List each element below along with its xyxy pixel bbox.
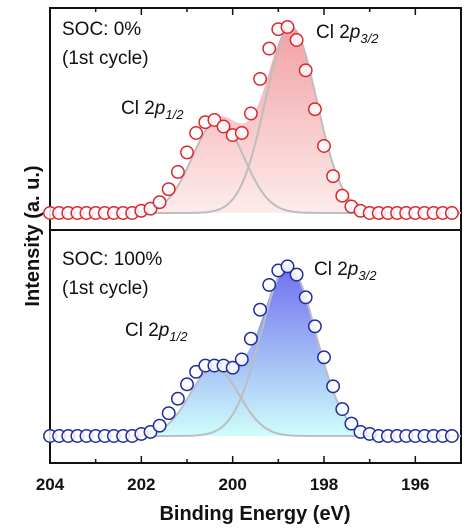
- data-point-top-22: [243, 106, 258, 121]
- data-point-top-31: [326, 169, 341, 184]
- data-point-top-21: [234, 126, 249, 140]
- panel-bottom-title: SOC: 100%: [62, 249, 162, 270]
- panel-top-title: SOC: 0%: [62, 19, 141, 40]
- data-point-bot-33: [344, 416, 359, 431]
- markers-top: [43, 20, 459, 220]
- x-axis-title: Binding Energy (eV): [159, 503, 350, 525]
- data-point-bot-26: [280, 259, 295, 274]
- x-tick-label: 196: [401, 475, 429, 494]
- data-point-bot-31: [326, 379, 341, 394]
- panel-bottom: [43, 259, 461, 443]
- data-point-bot-30: [317, 350, 331, 365]
- data-point-top-14: [170, 164, 185, 179]
- peak-label-bottom-1-2: Cl 2p1/2: [125, 320, 188, 344]
- data-point-top-19: [216, 119, 231, 134]
- envelope-fill-top: [50, 25, 461, 214]
- data-point-bot-21: [234, 352, 249, 367]
- data-point-bot-23: [253, 302, 268, 317]
- panel-top-subtitle: (1st cycle): [62, 48, 149, 69]
- data-point-top-15: [180, 145, 194, 160]
- plot-frame: [49, 7, 462, 464]
- x-tick-label: 204: [36, 475, 65, 494]
- data-point-bot-24: [262, 277, 277, 292]
- y-axis-title: Intensity (a. u.): [22, 165, 44, 306]
- data-point-top-12: [152, 195, 167, 210]
- x-tick-label: 200: [218, 475, 246, 494]
- data-point-bot-44: [444, 429, 459, 443]
- data-point-top-32: [335, 188, 350, 203]
- data-point-top-23: [253, 71, 268, 86]
- data-point-top-13: [161, 182, 176, 197]
- data-point-bot-28: [298, 290, 313, 305]
- x-tick-label: 202: [127, 475, 155, 494]
- data-point-bot-20: [225, 360, 240, 375]
- data-point-top-30: [317, 139, 331, 153]
- data-point-bot-14: [170, 391, 185, 406]
- panel-top: [43, 20, 461, 220]
- data-point-bot-32: [335, 402, 350, 417]
- data-point-bot-22: [243, 331, 258, 346]
- data-point-top-26: [280, 20, 295, 34]
- data-point-top-44: [444, 206, 459, 220]
- peak-label-top-1-2: Cl 2p1/2: [121, 98, 184, 122]
- data-point-bot-15: [180, 377, 194, 392]
- data-point-bot-13: [161, 406, 176, 421]
- x-axis-ticks: 204 202 200 198 196: [36, 8, 462, 494]
- markers-bottom: [43, 259, 459, 443]
- data-point-bot-12: [152, 418, 167, 433]
- panel-bottom-subtitle: (1st cycle): [62, 278, 149, 299]
- data-point-bot-29: [307, 319, 322, 334]
- data-point-top-24: [262, 41, 277, 56]
- data-point-top-28: [298, 63, 313, 78]
- data-point-top-29: [307, 102, 322, 117]
- peak-label-bottom-3-2: Cl 2p3/2: [314, 259, 377, 283]
- data-point-top-27: [289, 33, 304, 47]
- peak-label-top-3-2: Cl 2p3/2: [316, 22, 379, 46]
- x-tick-label: 198: [310, 475, 338, 494]
- data-point-bot-27: [289, 267, 304, 282]
- data-point-top-16: [189, 126, 204, 140]
